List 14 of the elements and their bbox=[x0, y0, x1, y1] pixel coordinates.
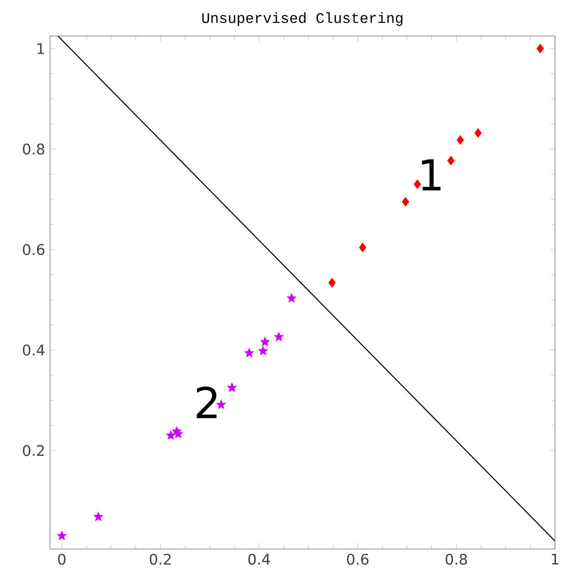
x-tick-label: 0.4 bbox=[248, 554, 270, 565]
y-tick-label: 0.4 bbox=[22, 344, 44, 356]
x-tick-label: 1 bbox=[552, 554, 558, 564]
x-tick-label: 0 bbox=[58, 554, 66, 565]
x-tick-label: 0.8 bbox=[446, 554, 468, 565]
chart-title: Unsupervised Clustering bbox=[202, 12, 402, 26]
y-tick-label: 1 bbox=[38, 43, 44, 54]
y-tick-label: 0.8 bbox=[22, 144, 44, 155]
annotation: 2 bbox=[196, 386, 217, 418]
x-tick-label: 0.2 bbox=[150, 554, 171, 565]
y-tick-label: 0.6 bbox=[22, 244, 44, 256]
x-tick-label: 0.6 bbox=[347, 554, 368, 565]
y-tick-label: 0.2 bbox=[22, 444, 44, 456]
annotation: 1 bbox=[422, 159, 441, 190]
